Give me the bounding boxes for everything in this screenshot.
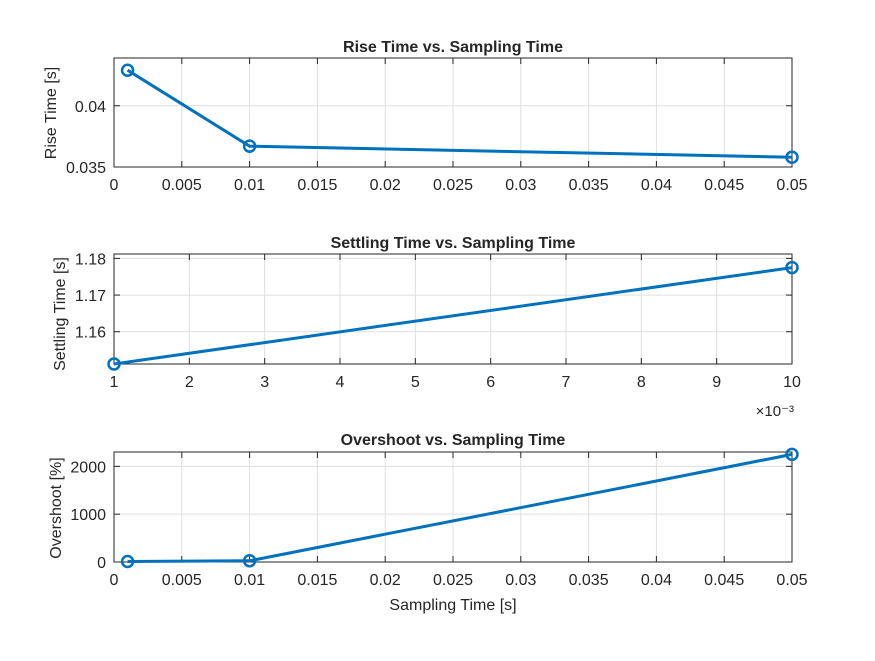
rise-time-x-tick-label: 0.05 xyxy=(776,177,807,194)
settling-time-subplot: Settling Time vs. Sampling Time Settling… xyxy=(52,235,801,420)
overshoot-x-tick-label: 0.02 xyxy=(370,572,401,589)
settling-time-y-tick-label: 1.17 xyxy=(75,288,106,305)
settling-time-x-tick-label: 5 xyxy=(411,374,420,391)
overshoot-x-tick-label: 0.005 xyxy=(162,572,202,589)
overshoot-xlabel: Sampling Time [s] xyxy=(389,597,516,614)
rise-time-title: Rise Time vs. Sampling Time xyxy=(343,39,563,56)
rise-time-data-point xyxy=(120,63,135,77)
rise-time-x-tick-label: 0.025 xyxy=(433,177,473,194)
settling-time-axes-box xyxy=(113,253,793,365)
overshoot-y-tick-label: 2000 xyxy=(70,459,106,476)
overshoot-data-point xyxy=(120,554,135,569)
settling-time-x-tick-label: 6 xyxy=(486,374,495,391)
overshoot-x-tick-label: 0 xyxy=(110,572,119,589)
settling-time-x-exponent: ×10⁻³ xyxy=(756,403,794,420)
settling-time-data-point xyxy=(107,357,121,371)
rise-time-subplot: Rise Time vs. Sampling Time Rise Time [s… xyxy=(43,39,808,194)
settling-time-data-point xyxy=(785,260,799,275)
overshoot-y-tick-label: 1000 xyxy=(70,507,106,524)
overshoot-data-point xyxy=(242,554,257,568)
rise-time-x-tick-label: 0.04 xyxy=(641,177,672,194)
rise-time-x-tick-label: 0.015 xyxy=(297,177,337,194)
rise-time-ylabel: Rise Time [s] xyxy=(43,67,60,159)
settling-time-plot-area xyxy=(114,254,792,364)
settling-time-x-tick-label: 7 xyxy=(562,374,571,391)
overshoot-ylabel: Overshoot [%] xyxy=(48,457,65,558)
settling-time-x-tick-label: 8 xyxy=(637,374,646,391)
rise-time-x-tick-label: 0.005 xyxy=(162,177,202,194)
rise-time-series-line xyxy=(126,68,793,159)
overshoot-subplot: Overshoot vs. Sampling Time Overshoot [%… xyxy=(48,432,808,614)
overshoot-x-tick-label: 0.015 xyxy=(297,572,337,589)
overshoot-x-tick-label: 0.03 xyxy=(505,572,536,589)
settling-time-ylabel: Settling Time [s] xyxy=(52,257,69,371)
rise-time-x-tick-label: 0.03 xyxy=(505,177,536,194)
overshoot-title: Overshoot vs. Sampling Time xyxy=(341,432,566,449)
overshoot-x-tick-label: 0.01 xyxy=(234,572,265,589)
rise-time-x-tick-label: 0.035 xyxy=(569,177,609,194)
settling-time-series-line xyxy=(113,266,793,366)
overshoot-x-tick-label: 0.035 xyxy=(569,572,609,589)
settling-time-x-tick-label: 9 xyxy=(712,374,721,391)
settling-time-x-tick-label: 2 xyxy=(185,374,194,391)
overshoot-x-tick-label: 0.045 xyxy=(704,572,744,589)
overshoot-x-tick-label: 0.05 xyxy=(776,572,807,589)
rise-time-x-tick-label: 0 xyxy=(110,177,119,194)
overshoot-series-line xyxy=(127,452,793,563)
settling-time-x-tick-label: 4 xyxy=(336,374,345,391)
overshoot-x-tick-label: 0.025 xyxy=(433,572,473,589)
settling-time-title: Settling Time vs. Sampling Time xyxy=(331,235,576,252)
rise-time-data-point xyxy=(242,139,257,153)
settling-time-x-tick-label: 1 xyxy=(110,374,119,391)
settling-time-y-tick-label: 1.18 xyxy=(75,251,106,268)
rise-time-y-tick-label: 0.04 xyxy=(75,99,106,116)
overshoot-x-tick-label: 0.04 xyxy=(641,572,672,589)
settling-time-y-tick-label: 1.16 xyxy=(75,325,106,342)
settling-time-x-tick-label: 3 xyxy=(260,374,269,391)
rise-time-data-point xyxy=(785,150,799,164)
rise-time-x-tick-label: 0.045 xyxy=(704,177,744,194)
rise-time-x-tick-label: 0.01 xyxy=(234,177,265,194)
rise-time-x-tick-label: 0.02 xyxy=(370,177,401,194)
overshoot-data-point xyxy=(785,447,799,462)
rise-time-y-tick-label: 0.035 xyxy=(66,160,106,177)
overshoot-y-tick-label: 0 xyxy=(97,555,106,572)
settling-time-x-tick-label: 10 xyxy=(783,374,801,391)
